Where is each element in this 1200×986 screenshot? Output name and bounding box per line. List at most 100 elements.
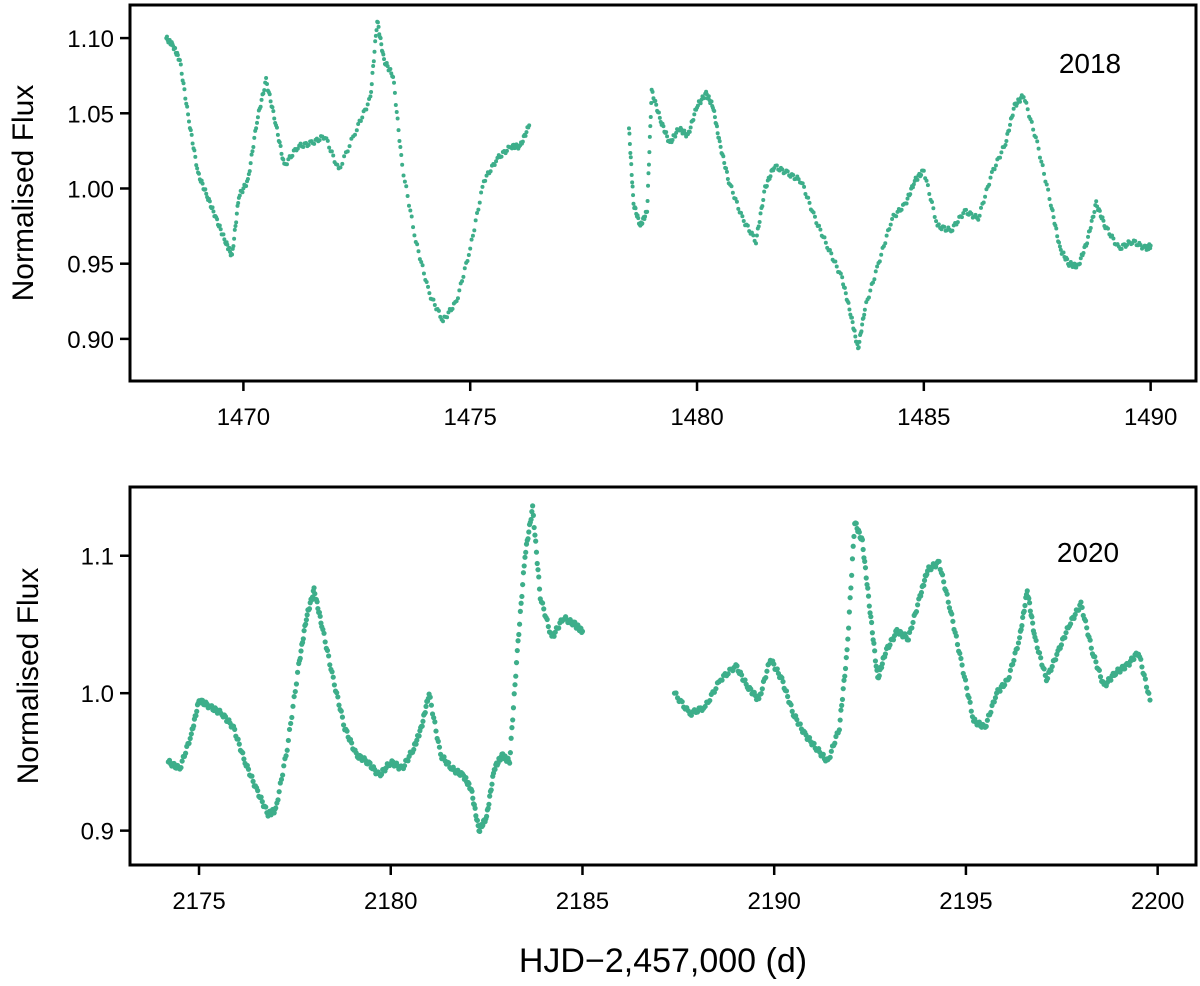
data-point	[862, 312, 867, 317]
data-point	[1063, 630, 1069, 636]
y-ticks-2020: 0.9 1.0 1.1	[81, 544, 130, 846]
data-point	[294, 669, 301, 675]
data-point	[279, 151, 284, 156]
data-point	[222, 237, 227, 242]
data-point	[849, 315, 854, 320]
data-point	[164, 34, 169, 39]
data-point	[232, 726, 238, 732]
data-point	[734, 663, 740, 669]
data-point	[887, 227, 892, 232]
data-point	[687, 129, 692, 134]
data-point	[736, 206, 741, 211]
data-point	[283, 753, 289, 759]
data-point	[993, 163, 998, 168]
data-point	[427, 694, 433, 700]
data-point	[1101, 218, 1106, 223]
data-point	[1015, 640, 1022, 646]
data-point	[849, 572, 855, 578]
data-point	[421, 271, 426, 276]
data-point	[1019, 623, 1025, 629]
y-tick-label: 1.0	[81, 681, 114, 708]
data-point	[312, 141, 317, 146]
data-point	[806, 735, 813, 741]
data-point	[1027, 608, 1033, 614]
data-point	[1093, 659, 1099, 665]
data-point	[959, 662, 965, 668]
data-point	[756, 696, 762, 702]
data-point	[235, 736, 241, 742]
data-point	[254, 126, 259, 131]
data-point	[441, 754, 447, 760]
data-point	[869, 619, 875, 626]
data-point	[240, 750, 246, 756]
data-point	[446, 760, 452, 766]
data-point	[261, 91, 266, 96]
data-point	[275, 132, 280, 137]
data-point	[414, 737, 420, 743]
data-point	[862, 565, 869, 571]
data-point	[181, 81, 186, 86]
data-point	[771, 661, 777, 667]
data-point	[630, 184, 635, 189]
data-point	[411, 225, 416, 230]
data-point	[978, 205, 983, 210]
data-point	[921, 582, 927, 589]
data-point	[828, 748, 834, 754]
data-point	[987, 182, 992, 187]
y-tick-label: 0.95	[67, 252, 114, 279]
data-point	[392, 80, 397, 85]
data-point	[177, 58, 182, 63]
data-point	[904, 201, 909, 206]
data-point	[846, 300, 851, 305]
y-tick-label: 0.90	[67, 327, 114, 354]
data-point	[200, 181, 205, 186]
data-point	[345, 149, 350, 154]
data-point	[516, 621, 523, 627]
data-point	[304, 612, 310, 618]
data-point	[670, 138, 675, 142]
data-point	[530, 503, 536, 509]
data-point	[941, 579, 947, 585]
data-point	[293, 681, 300, 687]
data-point	[1030, 620, 1036, 626]
data-point	[868, 288, 873, 293]
data-point	[1062, 635, 1068, 641]
data-point	[415, 242, 420, 247]
data-point	[426, 284, 431, 289]
data-point	[398, 145, 403, 150]
data-point	[460, 279, 465, 284]
data-point	[1055, 234, 1060, 239]
data-point	[1146, 690, 1152, 696]
data-point	[1037, 155, 1042, 160]
data-point	[745, 223, 750, 228]
data-point	[1081, 251, 1086, 256]
data-point	[820, 751, 826, 757]
data-point	[445, 315, 450, 320]
data-point	[466, 781, 472, 787]
data-point	[725, 671, 731, 677]
data-point	[647, 150, 652, 155]
data-point	[849, 556, 856, 562]
data-point	[183, 750, 189, 756]
data-point	[335, 694, 341, 700]
data-point	[911, 182, 916, 187]
data-point	[369, 82, 374, 87]
data-point	[255, 120, 260, 125]
data-point	[264, 76, 269, 81]
data-point	[847, 595, 853, 601]
data-point	[1041, 666, 1047, 672]
y-tick-label: 1.10	[67, 26, 114, 53]
data-point	[961, 211, 966, 216]
data-point	[469, 788, 475, 794]
data-point	[194, 163, 199, 168]
data-point	[520, 570, 527, 576]
data-point	[276, 789, 282, 795]
data-point	[281, 763, 287, 769]
data-point	[365, 102, 370, 107]
data-point	[764, 668, 770, 674]
data-point	[724, 166, 729, 171]
data-point	[1085, 241, 1090, 246]
data-point	[1138, 656, 1144, 662]
data-point	[884, 233, 889, 238]
data-point	[905, 196, 910, 201]
